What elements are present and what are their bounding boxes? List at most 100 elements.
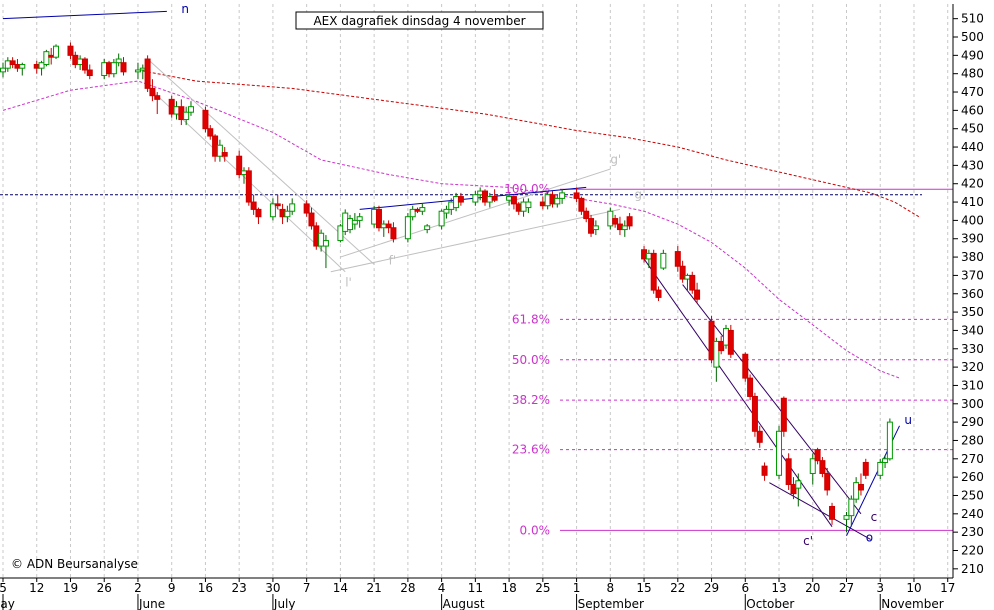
candle-body [250, 201, 257, 210]
x-tick-label: 26 [97, 581, 112, 595]
watermark: © ADN Beursanalyse [11, 557, 138, 571]
x-tick-label: 9 [168, 581, 176, 595]
n-line [2, 10, 167, 20]
candle-body [645, 252, 652, 260]
x-tick-label: 14 [333, 581, 348, 595]
candle-up [404, 213, 411, 243]
candle-up [795, 473, 802, 507]
candle-down [510, 194, 517, 210]
candle-body [790, 483, 797, 495]
candle-body [843, 515, 850, 520]
candle-up [289, 198, 296, 215]
candles [0, 42, 893, 533]
moving-averages [2, 69, 920, 379]
candle-down [457, 192, 464, 206]
candle-body [255, 208, 262, 218]
candle-down [303, 200, 310, 217]
candle-down [207, 125, 214, 140]
candle-body [573, 192, 580, 199]
candle-down [573, 187, 580, 203]
candle-up [882, 455, 889, 468]
candle-body [819, 460, 826, 474]
candle-up [848, 495, 855, 527]
candle-up [53, 44, 60, 60]
candle-down [274, 194, 281, 210]
candle-body [342, 212, 349, 232]
month-label: November [881, 597, 943, 610]
candle-body [183, 111, 190, 121]
candle-down [780, 396, 787, 437]
candle-body [245, 170, 252, 203]
candle-body [139, 67, 146, 71]
candle-body [727, 329, 734, 355]
month-label: May [0, 597, 15, 610]
candle-body [149, 87, 156, 97]
candle-body [106, 62, 113, 75]
x-tick-label: 17 [940, 581, 955, 595]
candle-body [756, 430, 763, 443]
candle-body [202, 109, 209, 130]
candle-up [713, 337, 720, 382]
candle-body [776, 430, 783, 476]
candle-body [67, 45, 74, 56]
y-tick-label: 470 [961, 85, 984, 99]
candle-up [438, 209, 445, 230]
candle-up [424, 224, 431, 234]
candle-body [0, 67, 6, 73]
candle-body [482, 190, 488, 203]
wave-label: f' [389, 253, 397, 267]
candle-body [785, 458, 792, 485]
candle-down [751, 392, 758, 437]
candle-body [409, 208, 416, 218]
candle-down [689, 271, 696, 294]
x-tick-label: 3 [876, 581, 884, 595]
candle-body [853, 482, 860, 500]
candle-down [154, 92, 161, 115]
candle-body [4, 60, 11, 69]
candle-down [236, 150, 243, 179]
candle-body [655, 289, 662, 298]
candle-body [592, 225, 599, 231]
candle-body [414, 208, 421, 212]
candle-down [814, 447, 821, 465]
candle-body [477, 190, 484, 196]
candle-down [390, 222, 397, 243]
month-label: June [138, 597, 165, 610]
month-label: October [746, 597, 794, 610]
candle-down [308, 207, 315, 230]
candle-body [829, 505, 836, 520]
x-tick-label: 28 [400, 581, 415, 595]
candle-up [559, 189, 566, 204]
candle-body [751, 395, 758, 432]
y-tick-label: 410 [961, 195, 984, 209]
candle-body [742, 353, 749, 379]
candle-body [559, 192, 566, 199]
candle-body [318, 232, 325, 247]
candle-body [448, 201, 455, 210]
candle-up [269, 198, 276, 221]
x-tick-label: 13 [771, 581, 786, 595]
candle-up [371, 205, 378, 228]
candle-body [173, 106, 180, 115]
candle-down [857, 473, 864, 496]
candle-down [81, 57, 88, 74]
candle-down [742, 352, 749, 382]
candle-body [48, 54, 55, 58]
fib-level-label: 61.8% [512, 312, 550, 326]
candle-down [250, 194, 257, 215]
candle-up [409, 205, 416, 221]
y-tick-label: 430 [961, 158, 984, 172]
candle-body [588, 218, 595, 234]
candle-body [14, 64, 21, 69]
candle-body [187, 106, 194, 113]
candle-body [115, 58, 122, 64]
candle-body [554, 197, 561, 205]
y-tick-label: 390 [961, 232, 984, 246]
candle-up [853, 477, 860, 503]
candle-body [882, 458, 889, 463]
y-tick-label: 510 [961, 12, 984, 26]
candle-body [723, 328, 729, 346]
candle-down [626, 213, 633, 230]
candle-body [694, 289, 701, 300]
x-tick-label: 30 [265, 581, 280, 595]
